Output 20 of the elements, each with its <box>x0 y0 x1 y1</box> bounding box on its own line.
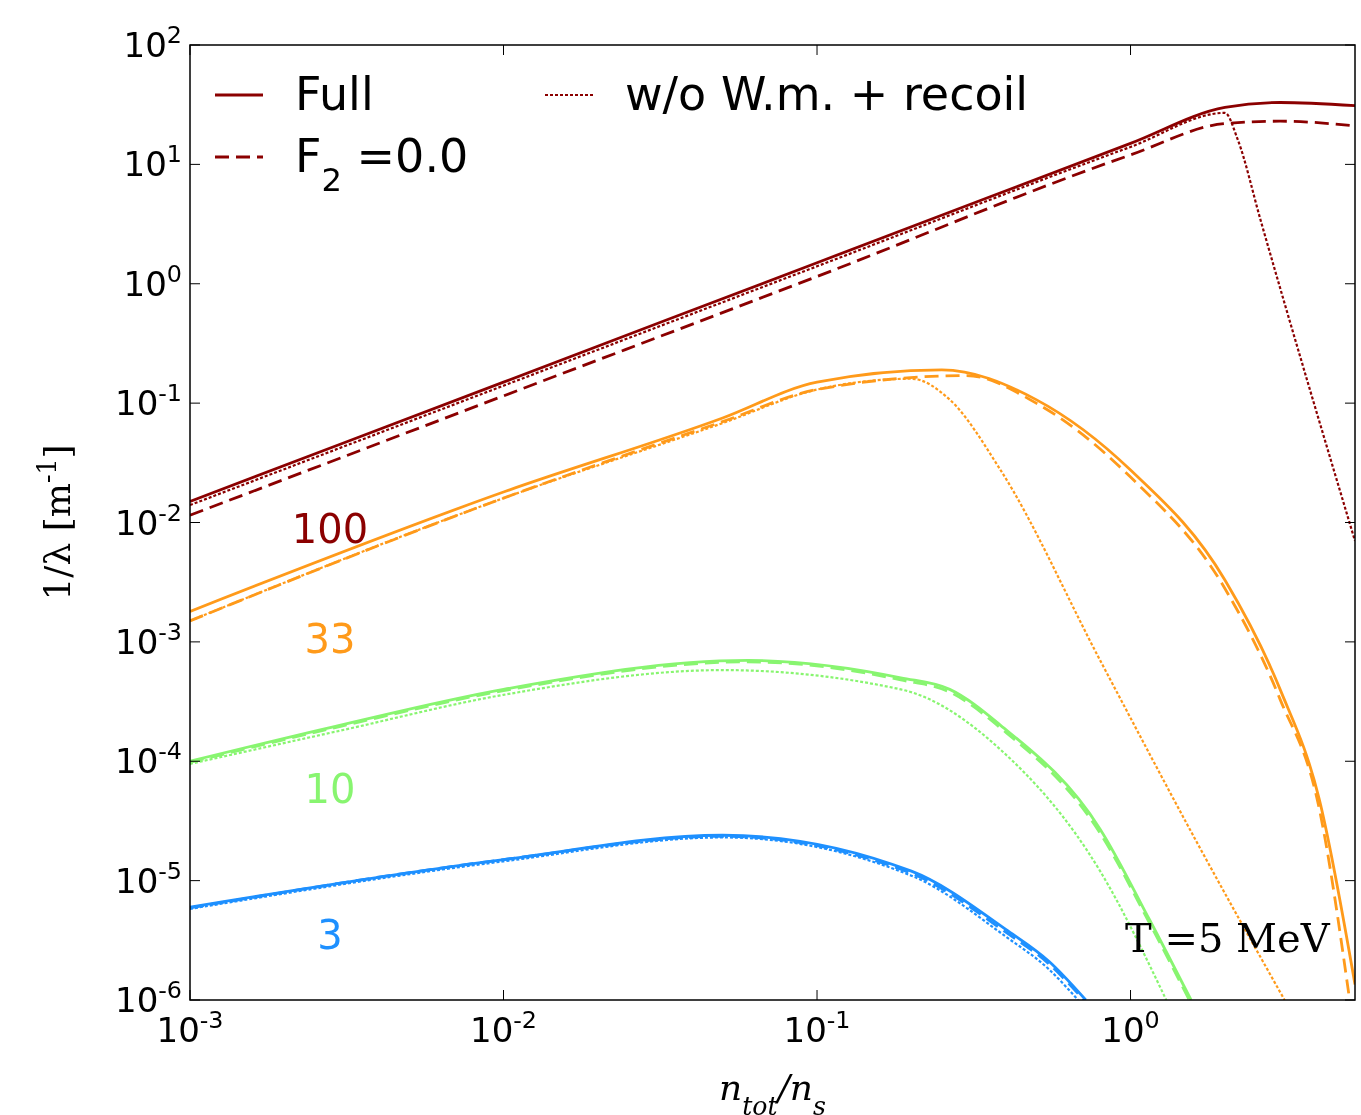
y-tick-label: 10$^{0}$ <box>123 259 182 304</box>
x-axis-title: n$_{tot}$/n$_{s}$ <box>719 1067 826 1115</box>
annotation: 3 <box>317 912 343 959</box>
annotation: 100 <box>291 506 369 553</box>
y-tick-label: 10$^{2}$ <box>123 21 182 65</box>
y-tick-label: 10$^{-2}$ <box>115 498 182 543</box>
y-tick-label: 10$^{1}$ <box>123 140 182 185</box>
y-tick-label: 10$^{-1}$ <box>115 379 182 424</box>
x-tick-label: 10$^{0}$ <box>1101 1006 1160 1050</box>
annotation: 10 <box>304 766 356 813</box>
y-tick-label: 10$^{-5}$ <box>115 856 182 901</box>
x-tick-label: 10$^{-2}$ <box>470 1006 538 1050</box>
legend-label: w/o W.m. + recoil <box>625 67 1029 121</box>
annotation: T =5 MeV <box>1125 915 1331 961</box>
legend-label: F$_{2}$ =0.0 <box>295 129 469 199</box>
y-tick-label: 10$^{-3}$ <box>115 617 182 662</box>
annotation: 33 <box>304 616 356 663</box>
y-tick-label: 10$^{-4}$ <box>115 737 182 782</box>
x-tick-label: 10$^{-1}$ <box>783 1006 851 1050</box>
legend-label: Full <box>295 67 374 121</box>
